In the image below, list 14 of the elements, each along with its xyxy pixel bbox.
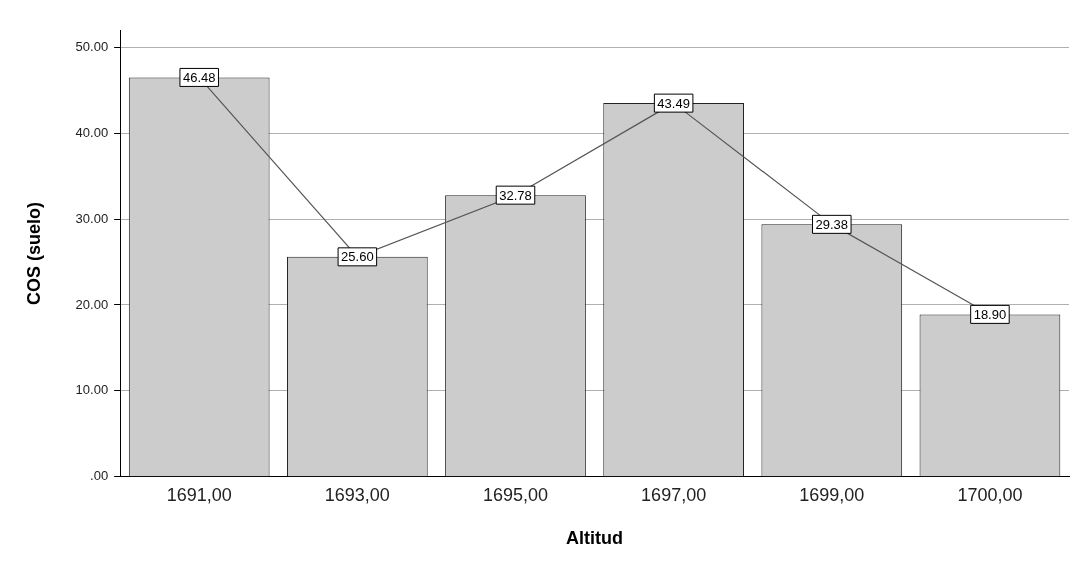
x-tick-label: 1695,00 [482,484,549,505]
y-tick-label: 10.00 [75,382,109,398]
y-tick-label: 20.00 [75,296,109,312]
x-tick-label: 1700,00 [957,484,1023,505]
x-axis-title: Altitud [566,528,624,549]
y-tick-label: .00 [90,468,109,484]
y-tick-label: 50.00 [75,38,109,54]
x-tick-label: 1693,00 [324,484,390,505]
x-tick-label: 1691,00 [166,484,232,505]
y-tick-label: 30.00 [75,210,109,226]
x-tick-label: 1699,00 [799,484,865,505]
y-axis-title: COS (suelo) [23,201,44,305]
y-tick-label: 40.00 [75,124,109,140]
x-tick-label: 1697,00 [641,484,707,505]
